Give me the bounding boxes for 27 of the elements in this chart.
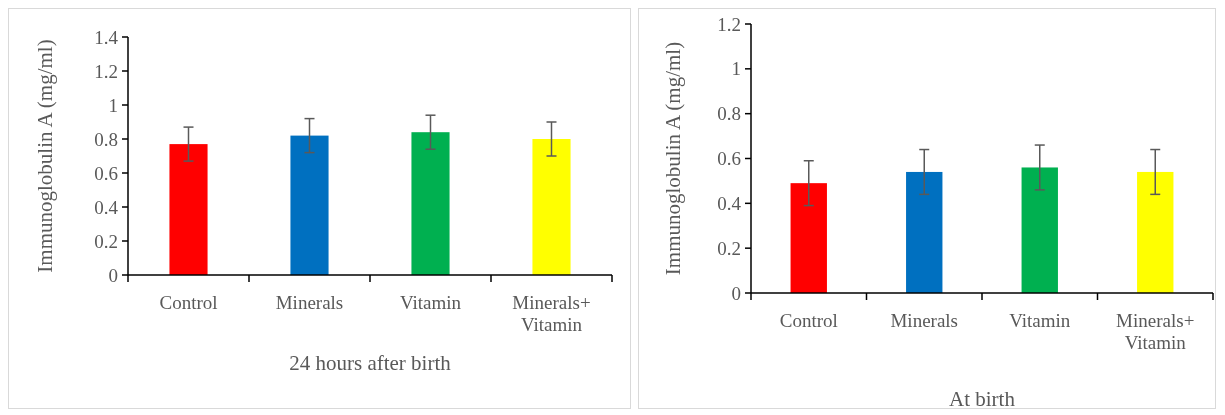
y-tick-label: 1.4 [94, 26, 119, 48]
y-tick-label: 1.2 [94, 60, 118, 82]
y-tick-label: 0.2 [717, 237, 741, 259]
x-tick-label: Minerals [275, 292, 344, 313]
y-axis-title: Immunoglobulin A (mg/ml) [33, 39, 57, 273]
x-tick-label: Minerals+ Vitamin [1116, 310, 1195, 353]
x-tick-label: Control [779, 310, 838, 331]
y-tick-label: 0.6 [94, 162, 118, 184]
y-tick-label: 0.4 [94, 196, 119, 218]
x-tick-label: Vitamin [1009, 310, 1071, 331]
y-tick-label: 0.6 [717, 148, 741, 170]
y-tick-label: 1 [731, 58, 741, 80]
y-tick-label: 0.4 [717, 192, 742, 214]
y-tick-label: 1 [108, 94, 118, 116]
x-tick-label: Vitamin [399, 292, 462, 313]
y-axis-title: Immunoglobulin A (mg/ml) [661, 41, 685, 276]
y-tick-label: 0 [731, 282, 741, 304]
x-tick-label: Control [159, 292, 218, 313]
x-tick-label: Minerals+ Vitamin [512, 292, 591, 335]
y-tick-label: 0.8 [717, 103, 741, 125]
x-tick-label: Minerals [890, 310, 959, 331]
x-axis-title: 24 hours after birth [289, 351, 452, 375]
y-tick-label: 0.8 [94, 128, 118, 150]
y-tick-label: 0.2 [94, 230, 118, 252]
y-tick-label: 1.2 [717, 13, 741, 35]
y-tick-label: 0 [108, 264, 118, 286]
x-axis-title: At birth [949, 387, 1016, 411]
